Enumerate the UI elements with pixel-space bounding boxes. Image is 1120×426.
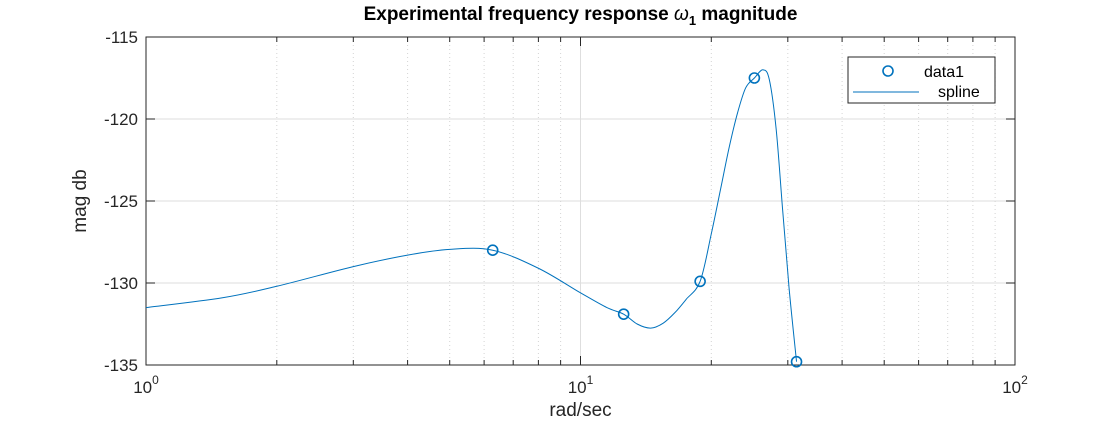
x-tick-label-exponent: 0 bbox=[152, 373, 159, 387]
y-tick-label: -115 bbox=[105, 28, 138, 47]
x-tick-label-base: 10 bbox=[568, 378, 587, 397]
y-tick-labels: -115 -120 -125 -130 -135 bbox=[104, 28, 138, 375]
legend: data1 spline bbox=[847, 56, 996, 104]
legend-box bbox=[847, 56, 996, 104]
x-tick-label-exponent: 2 bbox=[1021, 373, 1028, 387]
x-axis-label: rad/sec bbox=[549, 400, 611, 421]
legend-marker-data1 bbox=[882, 65, 894, 77]
data-point-data1 bbox=[694, 275, 706, 288]
y-tick-label: -125 bbox=[104, 192, 138, 211]
x-tick-label-base: 10 bbox=[1002, 378, 1021, 397]
x-tick-label-base: 10 bbox=[133, 378, 152, 397]
x-tick-label: 102 bbox=[1002, 373, 1028, 397]
x-tick-label: 101 bbox=[568, 373, 594, 397]
chart-title: Experimental frequency response ω1 magni… bbox=[364, 4, 798, 28]
x-tick-label-exponent: 1 bbox=[587, 373, 594, 387]
tick-marks bbox=[145, 36, 1016, 366]
series-layer bbox=[145, 69, 803, 368]
data-point-data1 bbox=[790, 355, 803, 368]
x-tick-label: 100 bbox=[133, 373, 159, 397]
title-suffix: magnitude bbox=[696, 4, 797, 25]
data-point-data1 bbox=[748, 72, 761, 84]
data-point-data1 bbox=[486, 244, 499, 256]
y-tick-label: -120 bbox=[104, 110, 138, 129]
y-axis-label: mag db bbox=[70, 169, 91, 232]
y-tick-label: -130 bbox=[104, 274, 138, 293]
legend-label-data1: data1 bbox=[924, 64, 964, 81]
title-prefix: Experimental frequency response bbox=[364, 4, 674, 25]
series-line-spline bbox=[145, 69, 798, 362]
title-symbol: ω bbox=[674, 4, 689, 25]
legend-label-spline: spline bbox=[938, 84, 980, 101]
x-tick-labels: 100 101 102 bbox=[133, 373, 1028, 397]
title-subscript: 1 bbox=[689, 13, 696, 28]
data-point-data1 bbox=[617, 308, 630, 320]
y-tick-label: -135 bbox=[104, 356, 138, 375]
